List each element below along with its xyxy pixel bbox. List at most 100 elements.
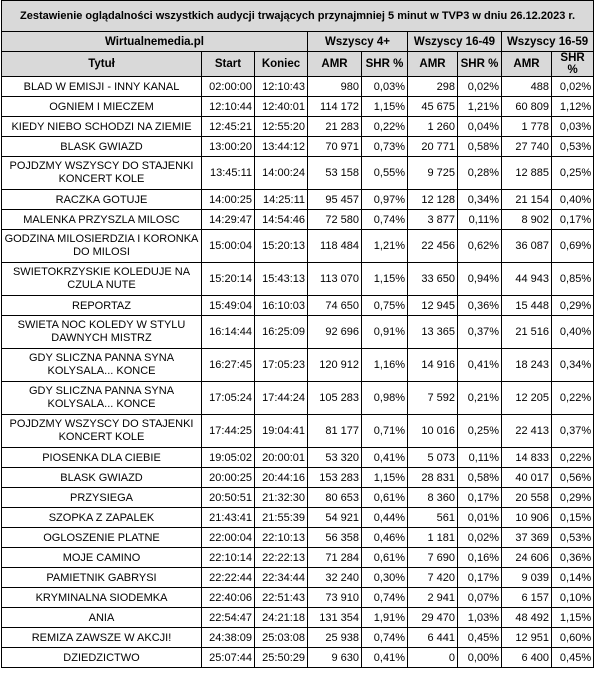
shr-cell: 0,07% [457,587,502,608]
shr-cell: 0,01% [457,507,502,528]
amr-cell: 10 906 [501,507,552,528]
shr-cell: 0,40% [550,189,594,210]
shr-cell: 0,28% [457,156,502,190]
amr-cell: 32 240 [307,567,362,588]
amr-cell: 980 [307,76,362,97]
end-time-cell: 22:10:13 [254,527,308,548]
program-title-cell: OGNIEM I MIECZEM [1,96,202,117]
table-row: GDY SLICZNA PANNA SYNA KOLYSALA... KONCE… [1,381,594,415]
program-title-cell: RACZKA GOTUJE [1,189,202,210]
shr-cell: 1,21% [361,229,408,263]
program-title-cell: BLASK GWIAZD [1,136,202,157]
amr-cell: 7 420 [407,567,458,588]
shr-cell: 0,41% [361,447,408,468]
shr-cell: 0,21% [457,381,502,415]
program-title-cell: PRZYSIEGA [1,487,202,508]
table-row: POJDZMY WSZYSCY DO STAJENKI KONCERT KOLE… [1,414,594,448]
shr-cell: 0,04% [457,116,502,137]
table-row: OGNIEM I MIECZEM 12:10:44 12:40:01 114 172 1… [1,96,594,117]
program-title-cell: MALENKA PRZYSZLA MILOSC [1,209,202,230]
shr-cell: 0,98% [361,381,408,415]
amr-cell: 6 400 [501,647,552,668]
end-time-cell: 25:03:08 [254,627,308,648]
end-time-cell: 16:10:03 [254,295,308,316]
amr-cell: 153 283 [307,467,362,488]
group-header: Wszyscy 16-59 [500,31,594,52]
shr-cell: 0,03% [361,76,408,97]
amr-cell: 14 833 [501,447,552,468]
shr-cell: 0,97% [361,189,408,210]
start-time-cell: 22:00:04 [201,527,255,548]
shr-cell: 0,61% [361,487,408,508]
amr-cell: 45 675 [407,96,458,117]
table-row: REPORTAZ 15:49:04 16:10:03 74 650 0,75% 12 94… [1,295,594,316]
table-row: ANIA 22:54:47 24:21:18 131 354 1,91% 29 470 1,… [1,607,594,628]
start-time-cell: 15:20:14 [201,262,255,296]
table-row: REMIZA ZAWSZE W AKCJI! 24:38:09 25:03:08 25… [1,627,594,648]
table-row: PIOSENKA DLA CIEBIE 19:05:02 20:00:01 53 32… [1,447,594,468]
shr-cell: 0,41% [457,348,502,382]
shr-cell: 0,02% [550,76,594,97]
shr-cell: 0,53% [550,136,594,157]
program-title-cell: POJDZMY WSZYSCY DO STAJENKI KONCERT KOLE [1,156,202,190]
column-header: SHR % [550,51,594,77]
end-time-cell: 14:54:46 [254,209,308,230]
shr-cell: 0,34% [457,189,502,210]
program-title-cell: BLASK GWIAZD [1,467,202,488]
end-time-cell: 24:21:18 [254,607,308,628]
end-time-cell: 14:00:24 [254,156,308,190]
amr-cell: 81 177 [307,414,362,448]
start-time-cell: 19:05:02 [201,447,255,468]
start-time-cell: 16:14:44 [201,315,255,349]
table-row: KIEDY NIEBO SCHODZI NA ZIEMIE 12:45:21 12:… [1,116,594,137]
end-time-cell: 20:00:01 [254,447,308,468]
amr-cell: 13 365 [407,315,458,349]
amr-cell: 48 492 [501,607,552,628]
shr-cell: 0,16% [457,547,502,568]
program-title-cell: REPORTAZ [1,295,202,316]
table-row: BLASK GWIAZD 20:00:25 20:44:16 153 283 1,15%… [1,467,594,488]
source-label: Wirtualnemedia.pl [1,31,308,52]
column-header-row: Tytuł Start Koniec AMR SHR % AMR SHR % AMR SHR % [1,51,594,77]
shr-cell: 0,36% [550,547,594,568]
table-row: OGLOSZENIE PLATNE 22:00:04 22:10:13 56 358 0… [1,527,594,548]
amr-cell: 44 943 [501,262,552,296]
shr-cell: 0,17% [457,567,502,588]
shr-cell: 1,16% [361,348,408,382]
end-time-cell: 22:22:13 [254,547,308,568]
table-row: KRYMINALNA SIODEMKA 22:40:06 22:51:43 73 91… [1,587,594,608]
table-row: DZIEDZICTWO 25:07:44 25:50:29 9 630 0,41% 0 0,… [1,647,594,668]
end-time-cell: 22:34:44 [254,567,308,588]
amr-cell: 54 921 [307,507,362,528]
end-time-cell: 25:50:29 [254,647,308,668]
end-time-cell: 20:44:16 [254,467,308,488]
start-time-cell: 25:07:44 [201,647,255,668]
amr-cell: 12 205 [501,381,552,415]
shr-cell: 0,69% [550,229,594,263]
end-time-cell: 12:55:20 [254,116,308,137]
shr-cell: 0,40% [550,315,594,349]
shr-cell: 0,25% [550,156,594,190]
table-row: GDY SLICZNA PANNA SYNA KOLYSALA... KONCE… [1,348,594,382]
shr-cell: 1,91% [361,607,408,628]
start-time-cell: 17:05:24 [201,381,255,415]
shr-cell: 0,37% [457,315,502,349]
program-title-cell: GDY SLICZNA PANNA SYNA KOLYSALA... KONCE [1,348,202,382]
amr-cell: 73 910 [307,587,362,608]
program-title-cell: POJDZMY WSZYSCY DO STAJENKI KONCERT KOLE [1,414,202,448]
table-row: SWIETA NOC KOLEDY W STYLU DAWNYCH MISTRZ… [1,315,594,349]
shr-cell: 0,15% [550,507,594,528]
shr-cell: 0,29% [550,295,594,316]
amr-cell: 12 951 [501,627,552,648]
start-time-cell: 17:44:25 [201,414,255,448]
shr-cell: 0,94% [457,262,502,296]
amr-cell: 25 938 [307,627,362,648]
shr-cell: 0,36% [457,295,502,316]
end-time-cell: 22:51:43 [254,587,308,608]
amr-cell: 56 358 [307,527,362,548]
table-row: POJDZMY WSZYSCY DO STAJENKI KONCERT KOLE… [1,156,594,190]
column-header: Tytuł [1,51,202,77]
amr-cell: 113 070 [307,262,362,296]
amr-cell: 74 650 [307,295,362,316]
shr-cell: 0,71% [361,414,408,448]
